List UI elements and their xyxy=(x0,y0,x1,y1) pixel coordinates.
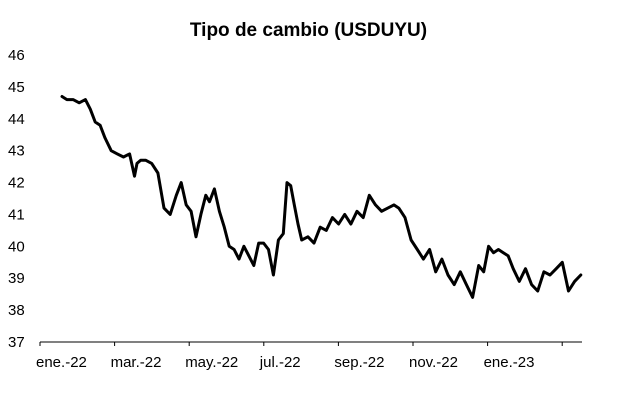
x-tick-label: nov.-22 xyxy=(409,354,458,371)
y-tick-label: 40 xyxy=(8,238,25,255)
x-axis: ene.-22 mar.-22 may.-22 jul.-22 sep.-22 nov.-… xyxy=(36,341,582,371)
y-tick-label: 46 xyxy=(8,47,25,64)
x-tick-label: sep.-22 xyxy=(334,354,384,371)
x-tick-label: ene.-22 xyxy=(36,354,87,371)
series-line xyxy=(60,95,583,299)
y-tick-label: 45 xyxy=(8,79,25,96)
x-tick-label: mar.-22 xyxy=(111,354,162,371)
chart-title: Tipo de cambio (USDUYU) xyxy=(189,20,428,41)
y-tick-label: 39 xyxy=(8,270,25,287)
y-axis-ticks: 46 45 44 43 42 41 40 39 38 37 xyxy=(8,47,25,351)
y-tick-label: 41 xyxy=(8,206,25,223)
plot-area xyxy=(60,95,583,299)
y-tick-label: 44 xyxy=(8,111,25,128)
y-tick-label: 37 xyxy=(8,334,25,351)
x-tick-label: may.-22 xyxy=(185,354,238,371)
y-tick-label: 43 xyxy=(8,143,25,160)
y-tick-label: 38 xyxy=(8,302,25,319)
x-tick-label: ene.-23 xyxy=(484,354,535,371)
x-tick-label: jul.-22 xyxy=(259,354,301,371)
y-tick-label: 42 xyxy=(8,175,25,192)
